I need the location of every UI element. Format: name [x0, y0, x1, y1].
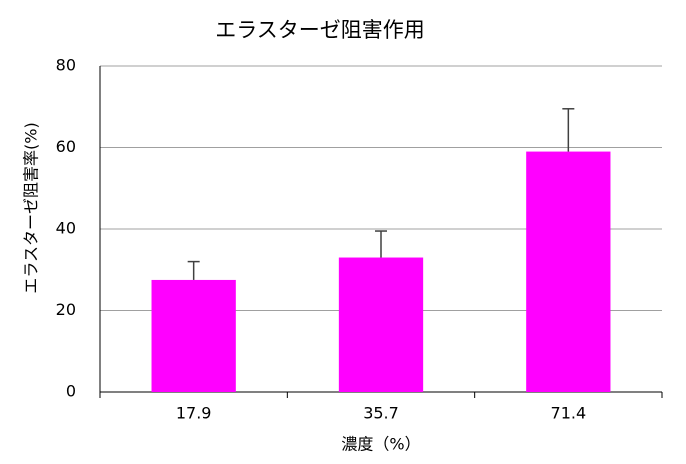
chart-title: エラスターゼ阻害作用	[215, 18, 425, 42]
error-bar	[375, 230, 387, 258]
y-tick-label: 40	[56, 219, 76, 238]
bar	[526, 151, 611, 392]
bar	[151, 279, 236, 392]
x-tick-label: 17.9	[176, 404, 212, 423]
x-axis-label: 濃度（%）	[341, 435, 420, 454]
y-axis-label: エラスターゼ阻害率(%)	[22, 122, 41, 293]
y-tick-label: 20	[56, 300, 76, 319]
x-tick-label: 71.4	[551, 404, 587, 423]
error-bar	[562, 108, 575, 152]
y-tick-label: 80	[56, 56, 76, 75]
bar	[338, 257, 424, 392]
x-tick-label: 35.7	[363, 404, 399, 423]
error-bar	[187, 260, 200, 280]
y-tick-label: 60	[56, 137, 76, 156]
y-tick-label: 0	[66, 382, 76, 401]
